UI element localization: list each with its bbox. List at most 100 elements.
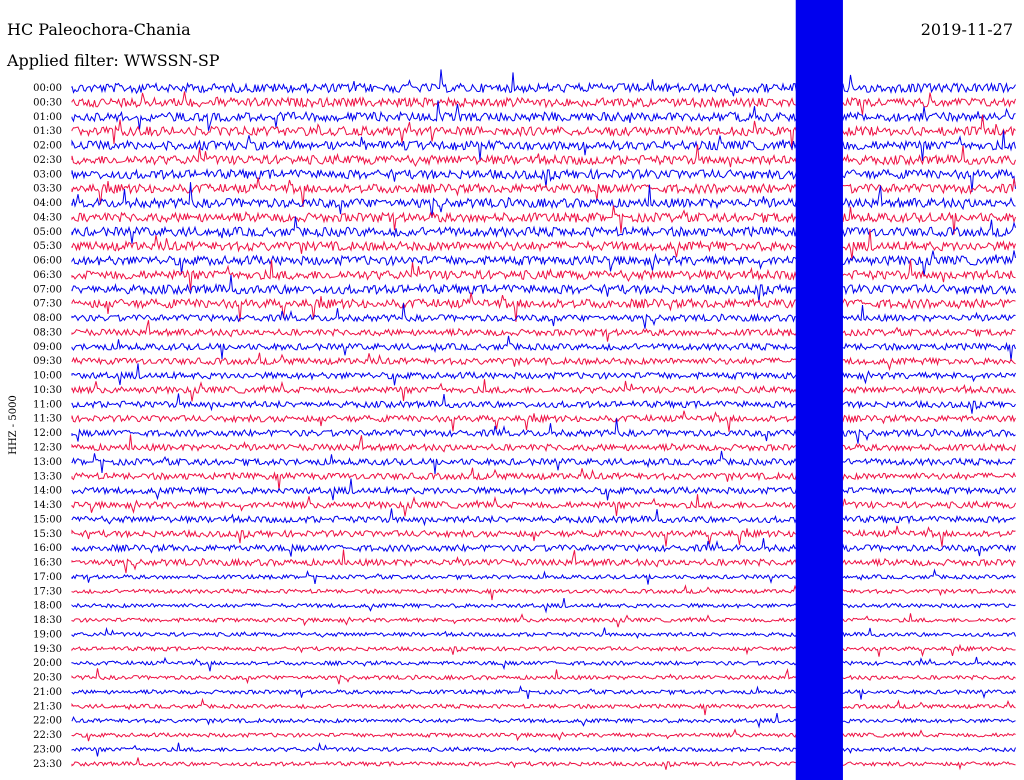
trace-line [71,450,1016,474]
row-label: 05:30 [33,241,62,252]
row-label: 07:00 [33,284,62,295]
trace-line [71,114,1016,151]
trace-line [71,182,1016,218]
row-label: 09:30 [33,356,62,367]
trace-line [71,626,1016,639]
trace-line [71,713,1016,729]
row-label: 11:00 [33,399,62,410]
trace-line [71,167,1016,193]
row-label: 17:30 [33,586,62,597]
trace-line [71,363,1016,386]
row-label: 19:00 [33,629,62,640]
row-label: 15:30 [33,529,62,540]
trace-line [71,656,1016,672]
row-label: 00:30 [33,97,62,108]
trace-line [71,525,1016,547]
row-label: 12:00 [33,428,62,439]
trace-line [71,418,1016,444]
trace-line [71,205,1016,235]
trace-line [71,393,1016,414]
trace-line [71,69,1016,97]
trace-line [71,508,1016,527]
trace-line [71,410,1016,432]
row-label: 04:00 [33,198,62,209]
trace-line [71,216,1016,252]
trace-group [71,0,1016,780]
saturated-event-band [795,0,843,780]
row-label: 08:30 [33,327,62,338]
row-label: 13:30 [33,471,62,482]
row-label: 14:30 [33,500,62,511]
trace-line [71,292,1016,322]
trace-line [71,248,1016,277]
trace-line [71,303,1016,329]
row-label: 17:00 [33,572,62,583]
row-label: 10:30 [33,385,62,396]
trace-line [71,229,1016,260]
trace-line [71,613,1016,628]
trace-line [71,130,1016,162]
row-label: 13:00 [33,457,62,468]
filter-label: Applied filter: WWSSN-SP [7,51,220,70]
row-label: 21:30 [33,701,62,712]
trace-line [71,533,1016,557]
row-label: 01:30 [33,126,62,137]
trace-line [71,379,1016,402]
trace-line [71,494,1016,517]
trace-line [71,684,1016,700]
row-label: 02:00 [33,141,62,152]
trace-line [71,742,1016,757]
row-label: 02:30 [33,155,62,166]
row-label: 22:00 [33,716,62,727]
trace-line [71,598,1016,614]
row-label: 18:30 [33,615,62,626]
trace-line [71,643,1016,658]
row-label: 16:00 [33,543,62,554]
trace-line [71,100,1016,131]
row-label: 00:00 [33,83,62,94]
row-label: 04:30 [33,212,62,223]
trace-line [71,697,1016,716]
trace-line [71,434,1016,457]
row-label: 20:30 [33,673,62,684]
row-label-group: 00:00 00:30 01:00 01:30 02:00 02:30 03:00 03:30… [33,83,62,770]
row-label: 05:00 [33,227,62,238]
row-label: 03:30 [33,184,62,195]
channel-label: HHZ - 5000 [8,395,19,455]
row-label: 21:00 [33,687,62,698]
row-label: 03:00 [33,169,62,180]
row-label: 16:30 [33,558,62,569]
station-title: HC Paleochora-Chania [7,20,191,39]
row-label: 14:00 [33,486,62,497]
row-label: 18:00 [33,601,62,612]
trace-line [71,320,1016,344]
row-label: 19:30 [33,644,62,655]
trace-line [71,144,1016,168]
row-label: 11:30 [33,414,62,425]
row-label: 22:30 [33,730,62,741]
trace-line [71,549,1016,574]
trace-line [71,568,1016,585]
trace-line [71,274,1016,303]
row-label: 23:30 [33,759,62,770]
row-label: 10:00 [33,371,62,382]
row-label: 23:00 [33,744,62,755]
row-label: 06:30 [33,270,62,281]
trace-line [71,467,1016,491]
row-label: 01:00 [33,112,62,123]
date-label: 2019-11-27 [920,20,1013,39]
row-label: 07:30 [33,299,62,310]
trace-line [71,177,1016,207]
trace-line [71,757,1016,771]
trace-line [71,478,1016,501]
trace-line [71,90,1016,115]
row-label: 20:00 [33,658,62,669]
row-label: 09:00 [33,342,62,353]
trace-line [71,584,1016,601]
row-label: 12:30 [33,443,62,454]
trace-line [71,352,1016,371]
trace-line [71,668,1016,685]
trace-line [71,259,1016,291]
row-label: 08:00 [33,313,62,324]
